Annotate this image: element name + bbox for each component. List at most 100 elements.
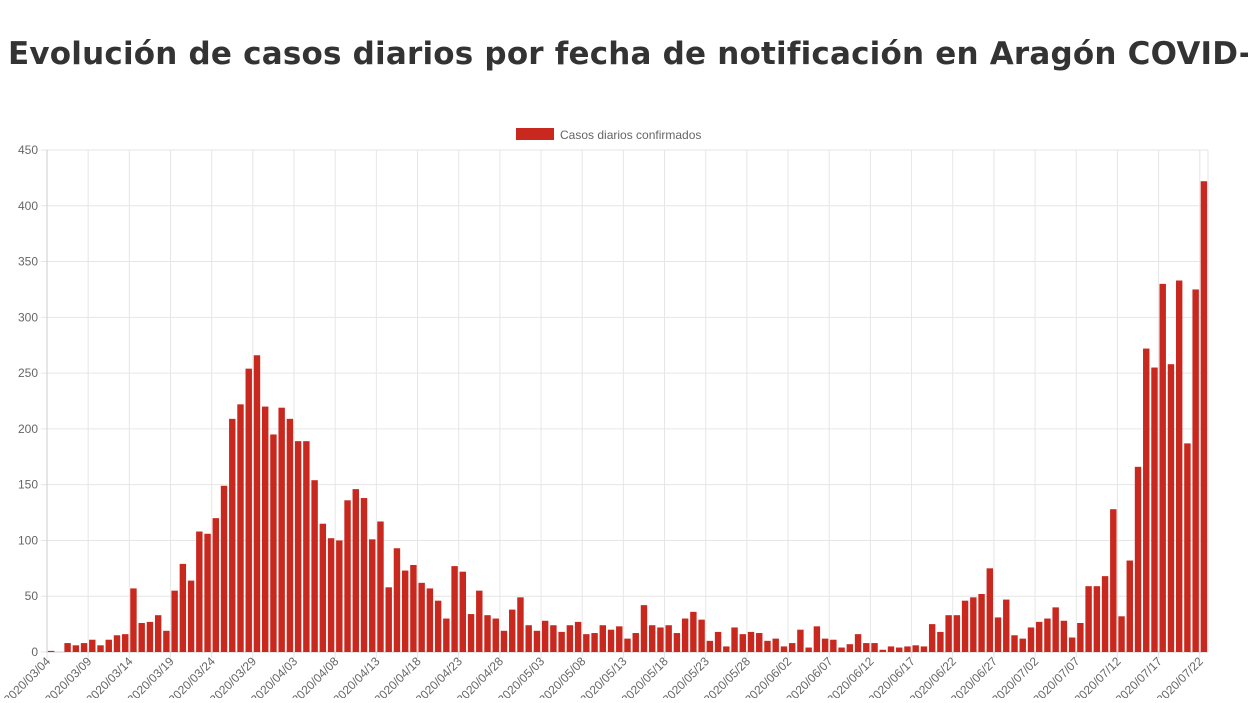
bar[interactable]: [294, 441, 302, 652]
bar[interactable]: [706, 640, 714, 652]
bar[interactable]: [698, 619, 705, 652]
bar[interactable]: [187, 580, 195, 652]
bar[interactable]: [665, 625, 672, 652]
bar[interactable]: [821, 638, 829, 652]
bar[interactable]: [624, 638, 631, 652]
bar[interactable]: [72, 645, 80, 652]
bar[interactable]: [451, 566, 458, 652]
bar[interactable]: [459, 571, 467, 652]
bar[interactable]: [912, 645, 919, 652]
bar[interactable]: [756, 633, 763, 652]
bar[interactable]: [533, 630, 541, 652]
bar[interactable]: [261, 406, 269, 652]
bar[interactable]: [89, 639, 96, 652]
bar[interactable]: [640, 605, 648, 652]
bar[interactable]: [961, 600, 969, 652]
bar[interactable]: [385, 587, 392, 652]
bar[interactable]: [229, 418, 236, 652]
bar[interactable]: [171, 590, 178, 652]
bar[interactable]: [978, 593, 985, 652]
bar[interactable]: [657, 627, 664, 652]
bar[interactable]: [887, 646, 895, 652]
bar[interactable]: [904, 646, 911, 652]
bar[interactable]: [105, 639, 112, 652]
bar[interactable]: [369, 539, 376, 652]
bar[interactable]: [846, 644, 854, 652]
bar[interactable]: [220, 485, 228, 652]
bar[interactable]: [830, 639, 837, 652]
bar[interactable]: [994, 617, 1002, 652]
bar[interactable]: [1003, 599, 1010, 652]
bar[interactable]: [1027, 627, 1035, 652]
bar[interactable]: [336, 540, 343, 652]
bar[interactable]: [113, 635, 121, 652]
bar[interactable]: [673, 633, 681, 652]
bar[interactable]: [838, 647, 845, 652]
bar[interactable]: [517, 597, 524, 652]
bar[interactable]: [723, 646, 730, 652]
bar[interactable]: [1093, 586, 1101, 652]
bar[interactable]: [1159, 283, 1166, 652]
bar[interactable]: [788, 643, 796, 652]
bar[interactable]: [1019, 638, 1026, 652]
bar[interactable]: [1101, 576, 1109, 652]
bar[interactable]: [953, 615, 961, 652]
bar[interactable]: [747, 631, 755, 652]
bar[interactable]: [443, 618, 450, 652]
bar[interactable]: [163, 630, 170, 652]
bar[interactable]: [1200, 181, 1208, 653]
bar[interactable]: [401, 570, 409, 652]
bar[interactable]: [270, 434, 277, 652]
bar[interactable]: [311, 480, 318, 652]
bar[interactable]: [1052, 607, 1059, 652]
bar[interactable]: [426, 588, 434, 652]
bar[interactable]: [525, 625, 532, 652]
bar[interactable]: [764, 640, 771, 652]
bar[interactable]: [1085, 586, 1092, 652]
bar[interactable]: [591, 633, 598, 652]
bar[interactable]: [714, 631, 722, 652]
bar[interactable]: [484, 615, 491, 652]
bar[interactable]: [377, 521, 384, 652]
bar[interactable]: [648, 625, 656, 652]
bar[interactable]: [970, 597, 977, 652]
bar[interactable]: [1044, 618, 1051, 652]
bar[interactable]: [813, 626, 821, 652]
bar[interactable]: [286, 418, 294, 652]
bar[interactable]: [863, 643, 870, 652]
bar[interactable]: [1192, 289, 1199, 652]
bar[interactable]: [797, 629, 804, 652]
bar[interactable]: [541, 620, 549, 652]
bar[interactable]: [64, 643, 71, 652]
bar[interactable]: [920, 646, 928, 652]
bar[interactable]: [1011, 635, 1018, 652]
legend-swatch[interactable]: [516, 128, 554, 140]
bar[interactable]: [410, 564, 417, 652]
bar[interactable]: [896, 647, 903, 652]
bar[interactable]: [138, 622, 145, 652]
bar[interactable]: [327, 538, 335, 652]
legend[interactable]: Casos diarios confirmados: [516, 128, 701, 142]
bar[interactable]: [434, 600, 442, 652]
bar[interactable]: [945, 615, 952, 652]
bar[interactable]: [146, 621, 154, 652]
bar[interactable]: [154, 615, 162, 652]
bar[interactable]: [130, 588, 137, 652]
bar[interactable]: [352, 489, 359, 652]
bar[interactable]: [1151, 367, 1158, 652]
bar[interactable]: [574, 621, 582, 652]
bar[interactable]: [97, 645, 104, 652]
bar[interactable]: [780, 646, 788, 652]
bar[interactable]: [179, 563, 187, 652]
bar[interactable]: [1175, 280, 1183, 652]
bar[interactable]: [344, 500, 351, 652]
bar[interactable]: [1126, 560, 1133, 652]
bar[interactable]: [196, 531, 203, 652]
bar[interactable]: [550, 625, 557, 652]
bar[interactable]: [319, 523, 327, 652]
bar[interactable]: [928, 624, 936, 652]
bar[interactable]: [879, 649, 886, 652]
bar[interactable]: [237, 404, 244, 652]
legend-label[interactable]: Casos diarios confirmados: [560, 128, 701, 142]
bar[interactable]: [632, 633, 639, 652]
